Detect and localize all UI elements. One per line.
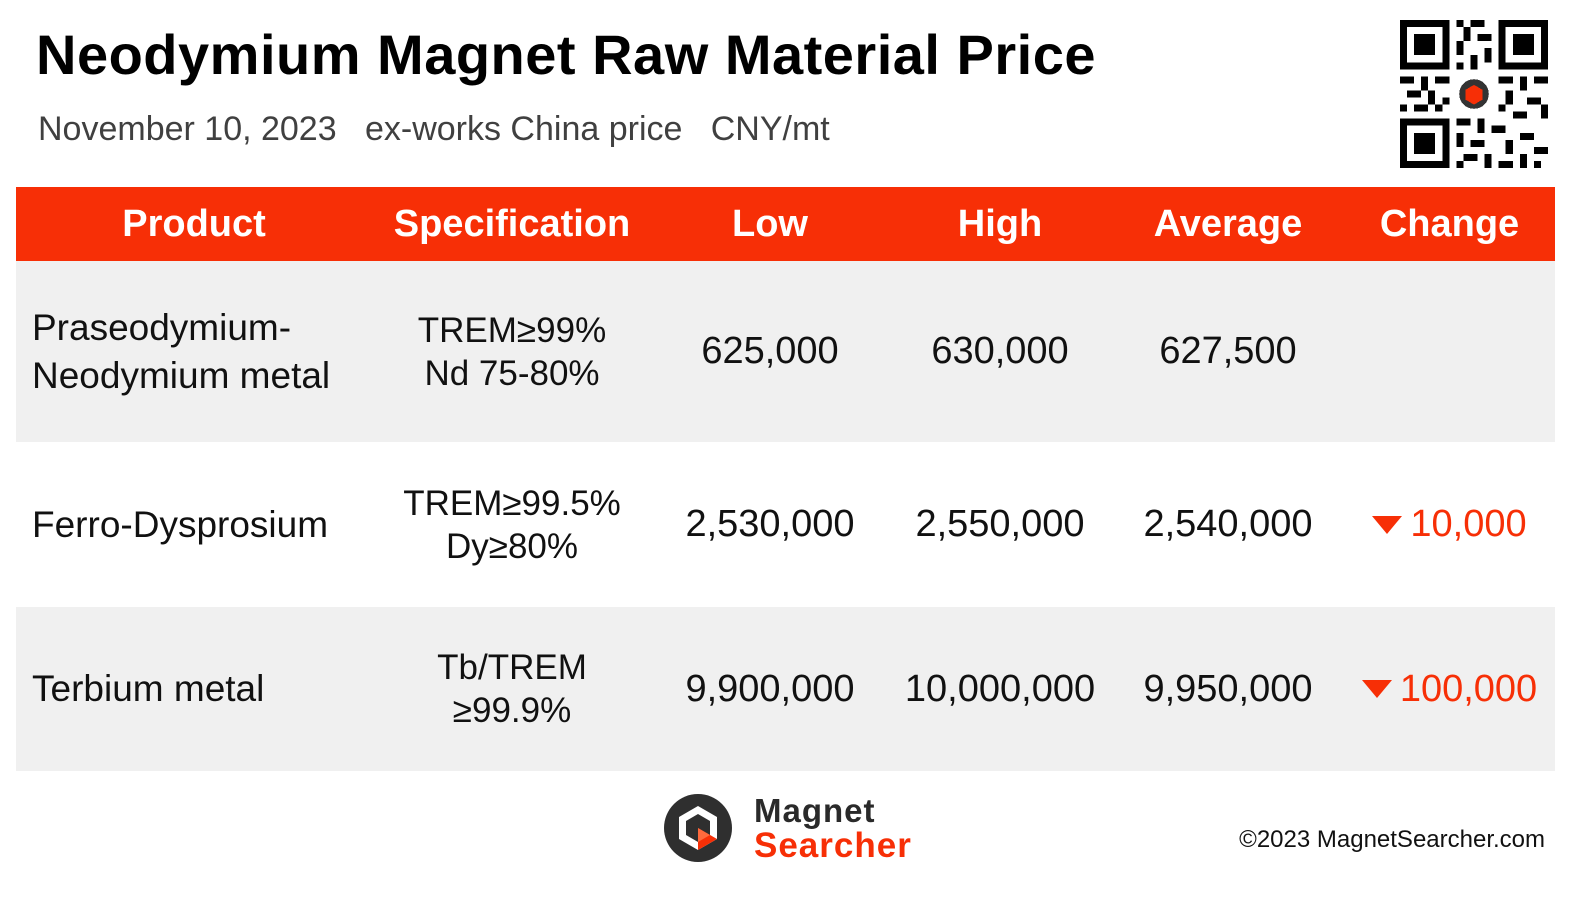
spec-line: Nd 75-80%	[424, 353, 600, 393]
page-title: Neodymium Magnet Raw Material Price	[36, 23, 1097, 86]
product-name-line: Terbium metal	[32, 668, 265, 709]
magnet-searcher-logo[interactable]: Magnet Searcher	[662, 792, 942, 865]
column-header-high: High	[957, 202, 1043, 245]
product-cell: Praseodymium- Neodymium metal	[16, 304, 372, 400]
table-row: Terbium metal Tb/TREM ≥99.9% 9,900,000 1…	[16, 607, 1555, 771]
price-table: Product Specification Low High Average C…	[16, 187, 1555, 771]
product-name-line: Ferro-Dysprosium	[32, 503, 329, 545]
average-price-cell: 2,540,000	[1143, 503, 1313, 545]
product-name-line: Praseodymium-	[32, 306, 292, 348]
product-cell: Ferro-Dysprosium	[16, 501, 372, 549]
spec-line: Dy≥80%	[445, 526, 579, 566]
spec-line: Tb/TREM	[437, 648, 587, 687]
column-header-average: Average	[1153, 202, 1303, 245]
low-price-cell: 625,000	[701, 330, 839, 372]
page-subtitle: November 10, 2023 ex-works China price C…	[38, 110, 830, 148]
specification-cell: TREM≥99.5% Dy≥80%	[372, 482, 652, 568]
column-header-change: Change	[1379, 202, 1520, 245]
table-row: Ferro-Dysprosium TREM≥99.5% Dy≥80% 2,530…	[16, 442, 1555, 607]
specification-cell: Tb/TREM ≥99.9%	[372, 646, 652, 732]
low-price-cell: 9,900,000	[685, 667, 855, 710]
column-header-low: Low	[732, 202, 808, 245]
table-row: Praseodymium- Neodymium metal TREM≥99% N…	[16, 261, 1555, 442]
change-value: 10,000	[1410, 503, 1527, 545]
product-name-line: Neodymium metal	[32, 354, 331, 396]
high-price-cell: 630,000	[931, 330, 1069, 372]
table-header: Product Specification Low High Average C…	[16, 187, 1555, 261]
spec-line: TREM≥99.5%	[403, 483, 621, 523]
logo-text-searcher: Searcher	[754, 826, 912, 865]
logo-text-magnet: Magnet	[754, 792, 876, 829]
spec-line: ≥99.9%	[452, 691, 572, 730]
down-triangle-icon	[1372, 515, 1403, 534]
product-cell: Terbium metal	[16, 665, 372, 713]
down-triangle-icon	[1361, 680, 1392, 698]
average-price-cell: 627,500	[1159, 330, 1297, 372]
change-cell: 10,000	[1344, 503, 1555, 546]
spec-line: TREM≥99%	[417, 310, 607, 350]
low-price-cell: 2,530,000	[685, 503, 855, 545]
high-price-cell: 2,550,000	[915, 503, 1085, 545]
change-value: 100,000	[1399, 667, 1538, 710]
average-price-cell: 9,950,000	[1143, 667, 1313, 710]
column-header-specification: Specification	[393, 202, 631, 245]
change-cell: 100,000	[1344, 668, 1555, 711]
specification-cell: TREM≥99% Nd 75-80%	[372, 309, 652, 395]
high-price-cell: 10,000,000	[904, 667, 1096, 710]
copyright-text: ©2023 MagnetSearcher.com	[1239, 826, 1545, 853]
qr-code-icon[interactable]	[1400, 20, 1548, 168]
column-header-product: Product	[122, 202, 266, 245]
logo-mark-icon	[664, 794, 732, 862]
